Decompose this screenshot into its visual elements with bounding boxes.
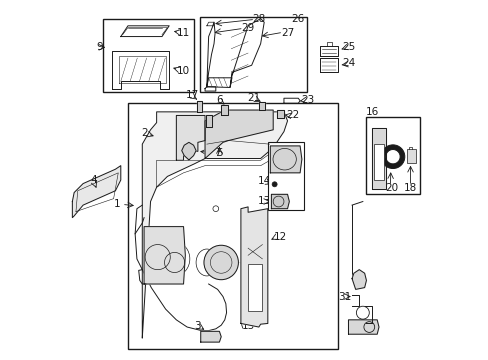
Text: 25: 25: [341, 42, 354, 52]
Circle shape: [203, 245, 238, 280]
Polygon shape: [204, 110, 273, 158]
Text: 1: 1: [114, 199, 120, 210]
Text: 13: 13: [257, 196, 270, 206]
Polygon shape: [221, 105, 228, 116]
Text: 18: 18: [403, 183, 416, 193]
Text: 30: 30: [163, 232, 175, 242]
Polygon shape: [348, 320, 378, 334]
Text: 26: 26: [291, 14, 305, 24]
Text: 4: 4: [90, 175, 97, 185]
Text: 19: 19: [195, 126, 208, 135]
Bar: [247, 264, 262, 311]
Text: 2: 2: [141, 129, 147, 138]
Text: 23: 23: [301, 95, 314, 105]
Polygon shape: [258, 102, 265, 110]
Circle shape: [271, 182, 277, 187]
Text: 22: 22: [285, 111, 299, 121]
Bar: [102, 19, 194, 92]
Text: 15: 15: [241, 321, 254, 331]
Polygon shape: [270, 146, 301, 173]
Text: 8: 8: [239, 257, 245, 267]
Polygon shape: [241, 207, 267, 327]
Polygon shape: [351, 270, 366, 289]
Polygon shape: [142, 112, 287, 338]
Text: 9: 9: [96, 42, 102, 52]
Text: 7: 7: [214, 148, 221, 158]
Text: 27: 27: [280, 28, 294, 38]
Text: 10: 10: [177, 66, 190, 76]
Text: 11: 11: [177, 28, 190, 38]
Text: 20: 20: [384, 183, 397, 193]
Bar: [406, 149, 415, 163]
Polygon shape: [271, 194, 289, 209]
Polygon shape: [182, 142, 196, 160]
Text: 14: 14: [257, 176, 270, 186]
Polygon shape: [201, 331, 221, 342]
Text: 16: 16: [366, 107, 379, 117]
Text: 24: 24: [341, 58, 354, 68]
Polygon shape: [371, 128, 386, 189]
Polygon shape: [205, 115, 211, 127]
Bar: [199, 17, 306, 92]
Bar: [267, 142, 303, 211]
Text: 28: 28: [252, 14, 265, 24]
Text: 3: 3: [193, 321, 200, 331]
Bar: [366, 117, 419, 194]
Bar: [128, 103, 337, 348]
Polygon shape: [276, 110, 284, 118]
Text: 31: 31: [338, 292, 351, 302]
Polygon shape: [72, 166, 121, 218]
Text: 29: 29: [241, 23, 254, 33]
Text: 6: 6: [216, 95, 222, 105]
Polygon shape: [176, 116, 204, 160]
Text: 5: 5: [216, 148, 222, 158]
Polygon shape: [144, 226, 185, 284]
Polygon shape: [197, 101, 202, 112]
Bar: [373, 144, 383, 180]
Text: 21: 21: [247, 93, 260, 103]
Text: 12: 12: [273, 232, 286, 242]
Text: 17: 17: [185, 90, 199, 100]
